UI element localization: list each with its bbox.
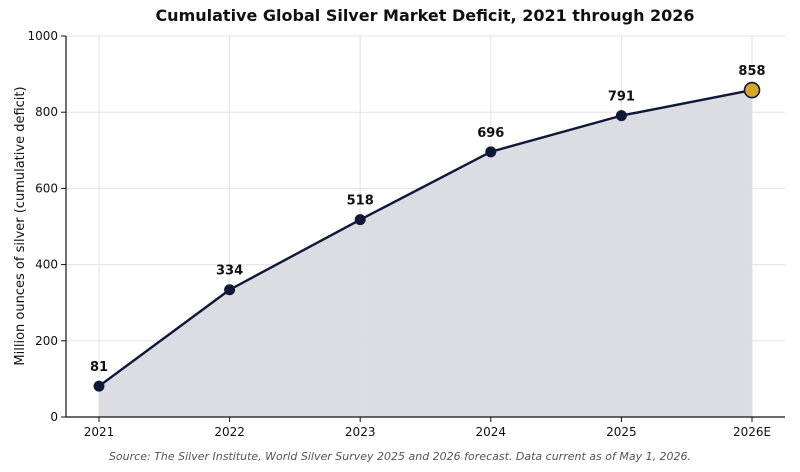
data-point-marker [615, 110, 627, 122]
y-tick-label: 1000 [27, 29, 58, 43]
series-line [98, 88, 753, 388]
marker-layer [93, 81, 761, 392]
data-label: 696 [477, 126, 504, 141]
data-point-marker [224, 284, 236, 296]
data-label: 791 [608, 90, 635, 105]
x-tick-label: 2025 [606, 425, 637, 439]
y-axis-label: Million ounces of silver (cumulative def… [13, 86, 28, 365]
y-tick-label: 800 [35, 105, 58, 119]
x-tick-label: 2022 [214, 425, 245, 439]
line-layer [98, 88, 753, 388]
area-layer [99, 90, 752, 418]
data-label: 858 [738, 64, 765, 79]
y-tick-label: 400 [35, 258, 58, 272]
area-fill [99, 90, 752, 418]
x-tick-label: 2023 [345, 425, 376, 439]
data-label: 334 [216, 264, 243, 279]
label-layer: 81 334 518 696 791 858 [90, 64, 766, 375]
y-tick-label: 0 [50, 410, 58, 424]
source-note: Source: The Silver Institute, World Silv… [109, 450, 691, 463]
data-point-marker [93, 380, 105, 392]
x-tick-label: 2021 [84, 425, 115, 439]
data-point-marker [485, 146, 497, 158]
data-point-marker [354, 214, 366, 226]
data-label: 81 [90, 360, 108, 375]
data-label: 518 [347, 194, 374, 209]
y-tick-label: 200 [35, 334, 58, 348]
axis-layer: 0 200 400 600 800 1000 2021 2022 2023 2024 2025 202… [27, 29, 785, 439]
chart-title: Cumulative Global Silver Market Deficit,… [155, 6, 694, 25]
y-tick-label: 600 [35, 181, 58, 195]
x-tick-label: 2024 [476, 425, 507, 439]
forecast-point-marker [743, 81, 761, 99]
x-tick-label: 2026E [733, 425, 771, 439]
